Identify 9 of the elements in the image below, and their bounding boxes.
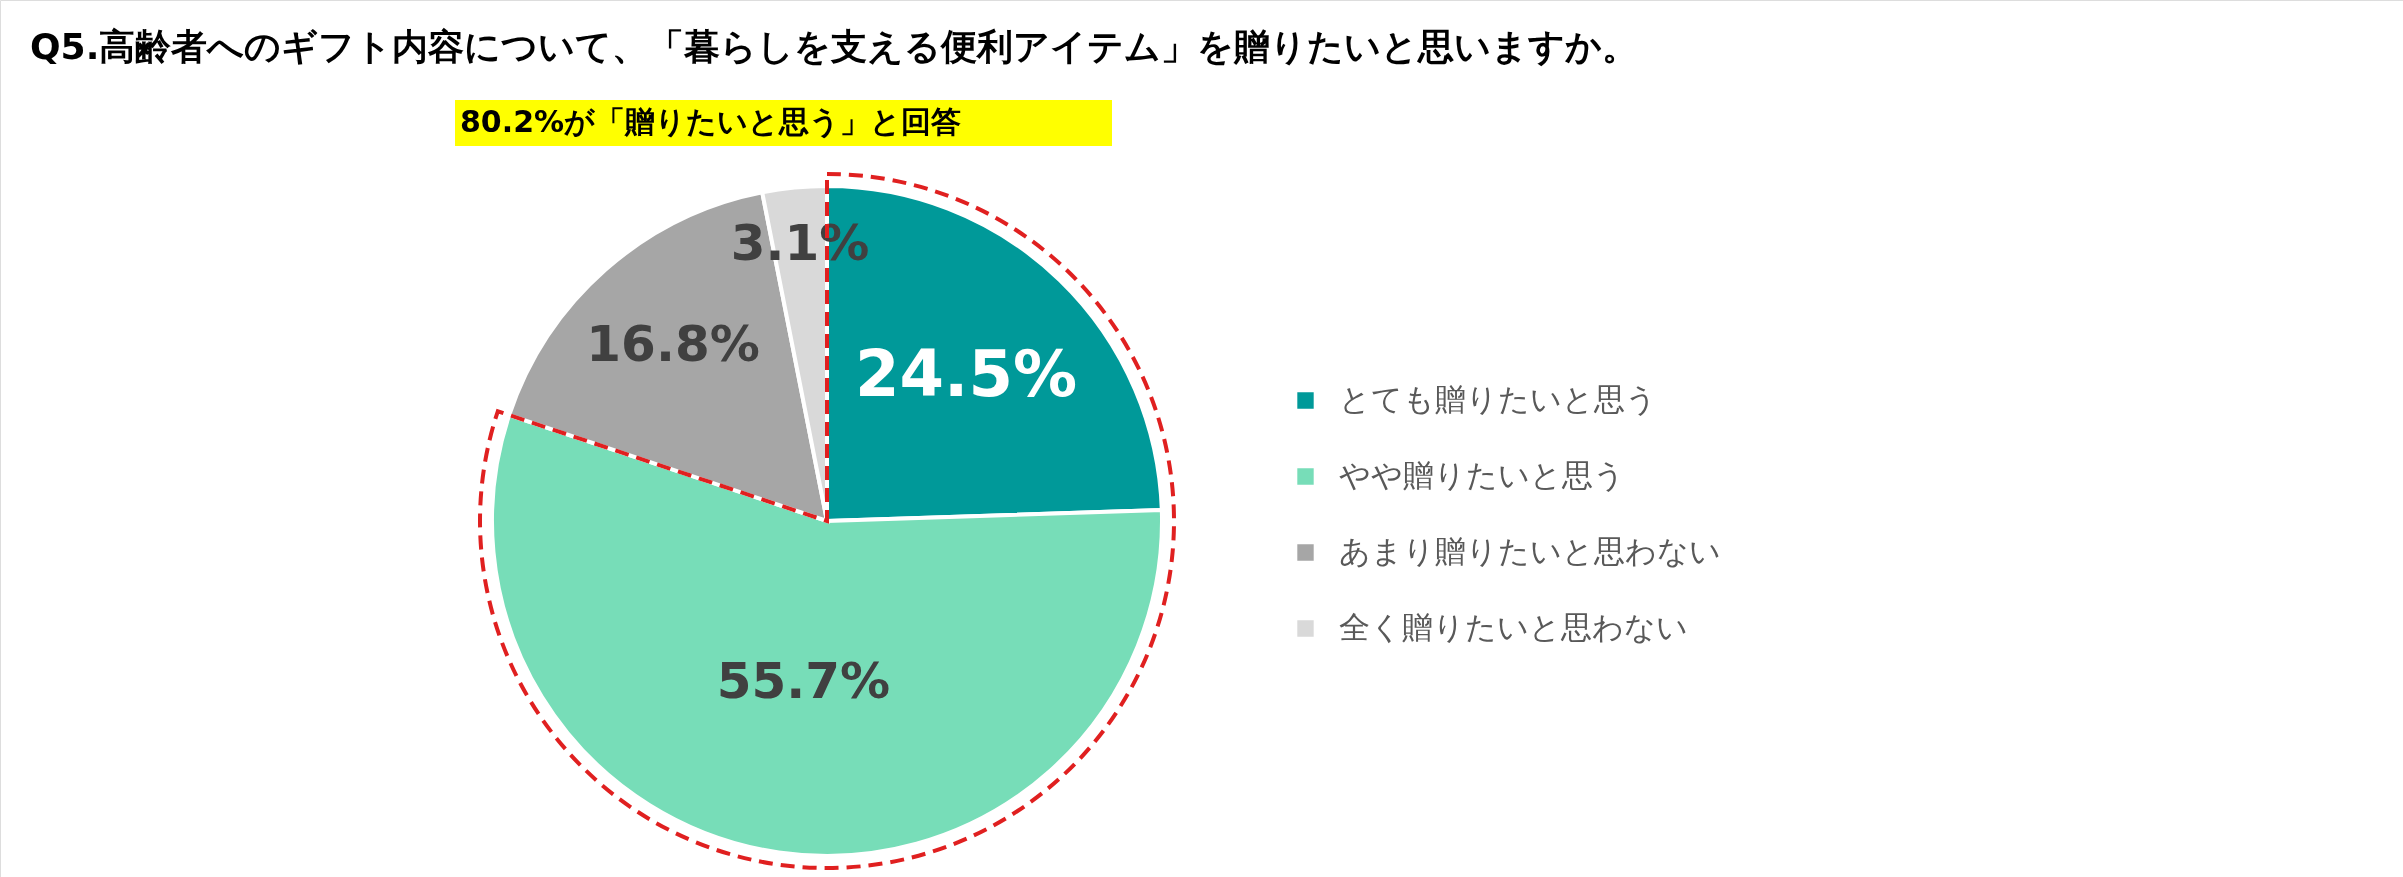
chart-title: Q5.高齢者へのギフト内容について、「暮らしを支える便利アイテム」を贈りたいと思いますか。 [30, 26, 1639, 67]
data-label: 55.7% [716, 652, 891, 711]
legend-label: とても贈りたいと思う [1339, 380, 1657, 417]
data-label: 16.8% [586, 315, 760, 374]
legend-label: 全く贈りたいと思わない [1339, 608, 1688, 645]
text: 80.2%が「贈りたいと思う」と回答 [460, 104, 962, 139]
legend-label: やや贈りたいと思う [1339, 456, 1625, 493]
data-label: 24.5% [855, 337, 1078, 412]
legend-label: あまり贈りたいと思わない [1339, 532, 1721, 569]
